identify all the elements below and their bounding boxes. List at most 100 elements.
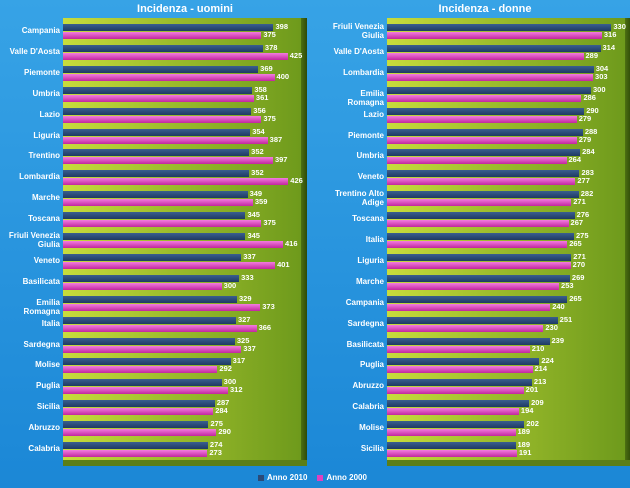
- data-label-2010-uomini: 317: [232, 356, 246, 366]
- bar-2010-uomini: [63, 128, 251, 136]
- data-label-2000-donne: 286: [583, 92, 596, 102]
- data-label-2000-uomini: 401: [277, 259, 290, 269]
- category-label-uomini: Sardegna: [23, 339, 60, 349]
- category-label-donne: Campania: [345, 297, 384, 307]
- bar-2010-donne: [387, 274, 570, 282]
- category-label-donne: Trentino Alto Adige: [334, 189, 384, 208]
- data-label-2010-uomini: 325: [236, 335, 250, 345]
- bar-2010-donne: [387, 24, 612, 31]
- data-label-2000-donne: 194: [520, 406, 534, 416]
- data-label-2000-donne: 240: [552, 301, 565, 311]
- data-label-2010-donne: 239: [551, 335, 565, 345]
- plot-edge-donne: [625, 18, 630, 460]
- data-label-2010-uomini: 369: [260, 63, 273, 73]
- data-label-2000-donne: 271: [573, 197, 586, 207]
- category-label-donne: Sardegna: [347, 318, 384, 328]
- category-label-uomini: Lombardia: [19, 172, 60, 182]
- data-label-2000-uomini: 359: [254, 197, 268, 207]
- data-label-2000-uomini: 400: [276, 71, 290, 81]
- bar-2010-uomini: [63, 191, 248, 199]
- bar-2000-donne: [387, 241, 568, 248]
- data-label-2010-uomini: 337: [243, 251, 256, 261]
- category-label-donne: Marche: [355, 276, 384, 286]
- data-label-2000-uomini: 426: [290, 176, 303, 186]
- data-label-2000-uomini: 373: [262, 301, 275, 311]
- category-label-donne: Toscana: [352, 214, 384, 224]
- data-label-2000-donne: 267: [570, 218, 584, 228]
- bar-2000-donne: [387, 52, 584, 60]
- data-label-2000-donne: 303: [595, 71, 608, 81]
- bar-2000-donne: [387, 32, 602, 39]
- bar-2010-donne: [387, 128, 583, 136]
- bar-2000-donne: [387, 303, 551, 311]
- data-label-2000-uomini: 273: [209, 448, 222, 457]
- data-label-2010-uomini: 287: [216, 398, 230, 408]
- data-label-2010-donne: 276: [576, 210, 590, 220]
- data-label-2000-uomini: 361: [255, 92, 269, 102]
- data-label-2000-uomini: 284: [215, 406, 228, 416]
- bar-2010-donne: [387, 65, 594, 73]
- category-label-uomini: Abruzzo: [28, 423, 60, 433]
- bar-2010-uomini: [63, 253, 242, 261]
- category-label-donne: Basilicata: [346, 339, 384, 349]
- data-label-2000-donne: 279: [578, 113, 592, 123]
- data-label-2010-uomini: 349: [249, 189, 263, 199]
- bar-2000-uomini: [63, 282, 222, 290]
- data-label-2010-uomini: 378: [264, 42, 278, 52]
- bar-2000-donne: [387, 199, 572, 207]
- bar-2000-uomini: [63, 52, 288, 60]
- data-label-2000-uomini: 375: [263, 113, 276, 123]
- category-label-uomini: Valle D'Aosta: [9, 46, 60, 56]
- legend-item-2010: Anno 2010: [258, 473, 307, 482]
- data-label-2010-donne: 251: [559, 314, 573, 324]
- bar-2010-uomini: [63, 337, 235, 345]
- bar-2000-uomini: [63, 136, 268, 144]
- bar-2000-donne: [387, 282, 560, 290]
- bar-2000-donne: [387, 136, 577, 144]
- data-label-2000-uomini: 292: [219, 364, 232, 374]
- bar-2000-donne: [387, 220, 569, 228]
- bar-2010-donne: [387, 44, 601, 52]
- data-label-2010-uomini: 352: [251, 147, 264, 157]
- bar-2010-donne: [387, 442, 516, 449]
- data-label-2010-donne: 304: [595, 63, 609, 73]
- bar-2010-donne: [387, 337, 550, 345]
- bar-2010-donne: [387, 316, 558, 324]
- category-label-uomini: Campania: [21, 26, 60, 35]
- bar-2010-uomini: [63, 24, 274, 31]
- data-label-2010-donne: 209: [531, 398, 544, 408]
- bar-2010-donne: [387, 400, 530, 408]
- bar-2010-donne: [387, 86, 591, 94]
- category-label-donne: Lombardia: [343, 67, 384, 77]
- data-label-2000-uomini: 290: [218, 427, 231, 437]
- category-label-donne: Valle D'Aosta: [333, 46, 384, 56]
- bar-2000-uomini: [63, 387, 228, 395]
- bar-2000-donne: [387, 94, 582, 102]
- plot-base-uomini: [63, 460, 307, 466]
- legend-swatch-2010: [258, 474, 264, 481]
- bar-2010-uomini: [63, 233, 246, 240]
- bar-2000-donne: [387, 261, 571, 269]
- data-label-2010-donne: 271: [573, 251, 586, 261]
- bar-2000-uomini: [63, 178, 289, 186]
- data-label-2010-donne: 288: [584, 126, 598, 136]
- data-label-2010-uomini: 300: [223, 377, 237, 387]
- data-label-2010-uomini: 352: [251, 168, 264, 178]
- data-label-2010-uomini: 327: [237, 314, 251, 324]
- bar-2000-donne: [387, 178, 576, 186]
- bar-2000-uomini: [63, 303, 261, 311]
- category-label-uomini: Piemonte: [23, 67, 60, 77]
- legend-item-2000: Anno 2000: [317, 473, 367, 482]
- data-label-2010-uomini: 275: [210, 419, 223, 429]
- data-label-2000-donne: 316: [603, 30, 617, 39]
- data-label-2010-donne: 290: [586, 105, 599, 115]
- bar-2000-donne: [387, 324, 544, 332]
- bar-2010-uomini: [63, 442, 208, 449]
- data-label-2000-uomini: 375: [263, 30, 276, 39]
- category-label-uomini: Emilia Romagna: [23, 297, 60, 316]
- category-label-donne: Lazio: [363, 109, 384, 119]
- category-label-donne: Abruzzo: [352, 381, 384, 391]
- bar-2000-uomini: [63, 157, 273, 165]
- data-label-2000-donne: 270: [572, 259, 586, 269]
- data-label-2010-uomini: 356: [253, 105, 266, 115]
